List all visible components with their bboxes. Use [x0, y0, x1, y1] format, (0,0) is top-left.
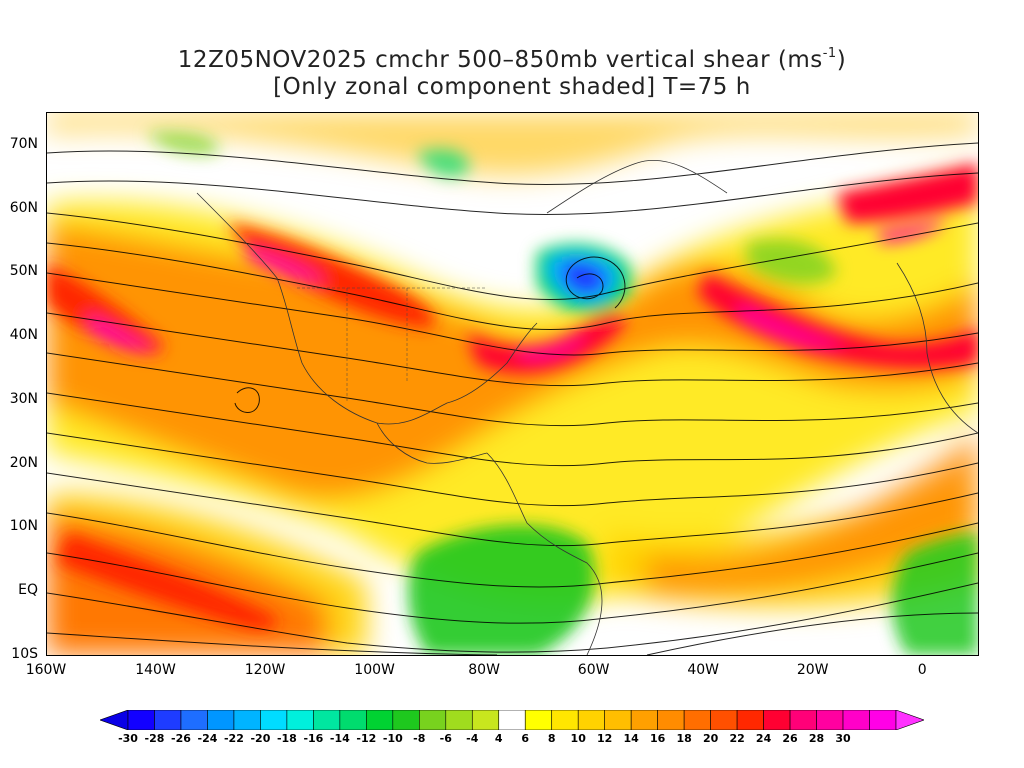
coastline-layer — [196, 159, 978, 655]
shading-layer — [47, 113, 978, 655]
colorbar-swatch — [498, 710, 526, 730]
colorbar-swatch — [842, 710, 870, 730]
colorbar-tick-label: -30 — [118, 732, 138, 745]
colorbar-tick-label: -18 — [276, 732, 297, 745]
colorbar-swatch — [207, 710, 235, 730]
colorbar-tick-label: -12 — [356, 732, 377, 745]
colorbar-swatch — [260, 710, 288, 730]
lon-tick-label: 120W — [244, 662, 286, 678]
colorbar-tick-label: 26 — [782, 732, 798, 745]
colorbar-tick-label: 12 — [597, 732, 613, 745]
colorbar-swatch — [657, 710, 685, 730]
colorbar-tick-label: -22 — [223, 732, 244, 745]
colorbar-swatch — [127, 710, 155, 730]
colorbar-tick-label: 22 — [729, 732, 745, 745]
colorbar-tick-label: -14 — [329, 732, 350, 745]
colorbar-tick-label: -16 — [303, 732, 324, 745]
colorbar-swatch — [736, 710, 764, 730]
lat-tick-label: 60N — [9, 199, 38, 216]
lat-tick-label: 20N — [9, 454, 38, 471]
colorbar-tick-label: -24 — [197, 732, 218, 745]
colorbar-swatch — [551, 710, 579, 730]
colorbar-swatch — [869, 710, 897, 730]
colorbar-tick-label: 10 — [570, 732, 586, 745]
lat-tick-label: EQ — [18, 582, 38, 599]
lon-tick-label: 100W — [354, 662, 395, 678]
colorbar-swatch — [286, 710, 314, 730]
colorbar — [100, 710, 924, 730]
colorbar-tick-label: 20 — [702, 732, 719, 745]
lat-tick-label: 40N — [9, 327, 38, 344]
lat-tick-label: 70N — [9, 135, 38, 152]
colorbar-swatch — [710, 710, 738, 730]
colorbar-swatch — [392, 710, 420, 730]
lon-tick-label: 160W — [25, 662, 67, 678]
colorbar-swatch — [154, 710, 182, 730]
colorbar-tick-label: 16 — [649, 732, 666, 745]
lon-tick-label: 40W — [687, 662, 719, 678]
border-layer — [297, 287, 487, 403]
lon-tick-label: 140W — [135, 662, 176, 678]
lat-tick-label: 50N — [9, 263, 38, 280]
colorbar-tick-label: -20 — [250, 732, 271, 745]
colorbar-swatch — [445, 710, 473, 730]
colorbar-swatch — [763, 710, 791, 730]
colorbar-under-triangle — [100, 710, 129, 730]
colorbar-swatch — [180, 710, 208, 730]
colorbar-swatch — [630, 710, 658, 730]
colorbar-swatch — [339, 710, 367, 730]
colorbar-tick-label: -26 — [171, 732, 191, 745]
lon-tick-label: 60W — [577, 662, 610, 678]
colorbar-tick-label: -28 — [144, 732, 165, 745]
colorbar-swatch — [419, 710, 447, 730]
colorbar-swatch — [816, 710, 844, 730]
colorbar-swatch — [471, 710, 500, 730]
colorbar-tick-label: 8 — [547, 732, 556, 745]
colorbar-tick-label: -8 — [413, 732, 426, 745]
colorbar-swatch — [577, 710, 605, 730]
colorbar-swatch — [789, 710, 817, 730]
colorbar-swatch — [604, 710, 632, 730]
chart-title-line1: 12Z05NOV2025 cmchr 500–850mb vertical sh… — [177, 46, 847, 73]
chart-title-line2: [Only zonal component shaded] T=75 h — [273, 74, 751, 100]
colorbar-swatch — [524, 710, 553, 730]
lat-tick-label: 10S — [11, 646, 38, 662]
colorbar-swatch — [683, 710, 711, 730]
shear-map — [46, 112, 979, 656]
colorbar-tick-label: 30 — [835, 732, 851, 745]
colorbar-swatch — [313, 710, 341, 730]
colorbar-over-triangle — [895, 710, 924, 730]
colorbar-swatch — [366, 710, 394, 730]
colorbar-tick-label: 6 — [521, 732, 530, 745]
lon-tick-label: 80W — [468, 662, 500, 678]
shear-map-canvas — [47, 113, 978, 655]
colorbar-tick-label: -4 — [466, 732, 479, 745]
colorbar-tick-label: 14 — [623, 732, 639, 745]
colorbar-swatch — [233, 710, 261, 730]
colorbar-tick-label: 4 — [494, 732, 503, 745]
colorbar-tick-label: 28 — [808, 732, 825, 745]
colorbar-tick-label: -6 — [439, 732, 452, 745]
lon-tick-label: 0 — [917, 662, 927, 678]
colorbar-tick-label: -10 — [382, 732, 403, 745]
lon-tick-label: 20W — [796, 662, 829, 678]
colorbar-tick-label: 18 — [676, 732, 692, 745]
colorbar-tick-label: 24 — [755, 732, 772, 745]
lat-tick-label: 30N — [9, 390, 38, 407]
streamline-layer — [47, 142, 978, 655]
lat-tick-label: 10N — [9, 518, 38, 535]
